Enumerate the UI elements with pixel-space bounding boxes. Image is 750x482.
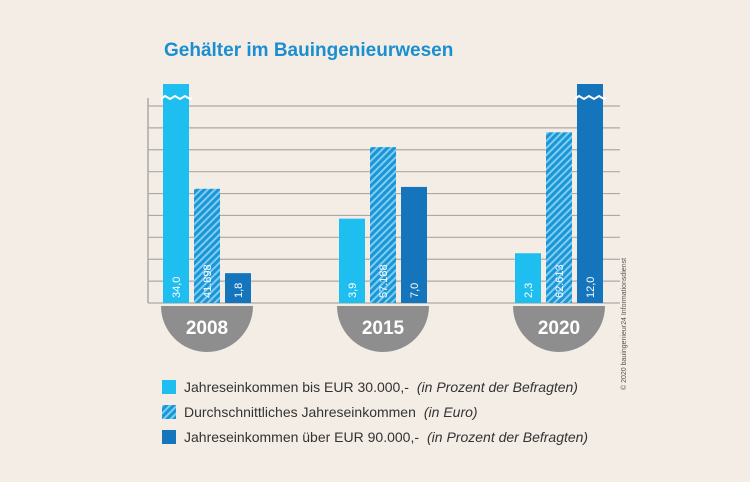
bar-value-label: 3,9: [347, 283, 359, 298]
chart-title: Gehälter im Bauingenieurwesen: [164, 40, 454, 61]
legend-swatch-solid-dark: [162, 429, 176, 444]
legend-swatch-solid-light: [162, 379, 176, 394]
legend-note: (in Prozent der Befragten): [427, 428, 589, 445]
bar-2015-series-1: [339, 218, 365, 303]
bar-2020-series-2: [546, 132, 572, 303]
legend-label: Jahreseinkommen bis EUR 30.000,-: [184, 378, 409, 395]
bar-value-label: 62.613: [554, 264, 566, 298]
bar-value-label: 1,8: [233, 283, 245, 298]
bar-2015-series-2: [370, 147, 396, 303]
bar-value-label: 41.898: [202, 264, 214, 298]
bar-value-label: 2,3: [523, 283, 535, 298]
legend-note: (in Euro): [423, 403, 478, 420]
legend-item-average-income: Durchschnittliches Jahreseinkommen (in E…: [162, 403, 588, 420]
axis-break-mark: [574, 94, 607, 101]
year-badge-2008: 2008: [161, 306, 253, 352]
bar-2008-series-1: [163, 84, 189, 303]
year-label: 2008: [186, 318, 228, 339]
year-badge-shape: [161, 306, 253, 352]
bar-2008-series-2: [194, 188, 220, 303]
legend-item-low-income: Jahreseinkommen bis EUR 30.000,- (in Pro…: [162, 378, 588, 395]
bar-value-label: 7,0: [409, 283, 421, 298]
axis-break-mark: [160, 94, 193, 101]
legend-label: Jahreseinkommen über EUR 90.000,-: [184, 428, 420, 445]
bar-value-label: 12,0: [585, 277, 597, 298]
bar-2008-series-3: [225, 273, 251, 303]
legend-item-high-income: Jahreseinkommen über EUR 90.000,- (in Pr…: [162, 428, 588, 445]
legend-label: Durchschnittliches Jahreseinkommen: [184, 403, 416, 420]
year-badge-shape: [337, 306, 429, 352]
credit-text: © 2020 bauingenieur24 Informationsdienst: [621, 257, 628, 390]
bar-2020-series-3: [577, 84, 603, 303]
year-badge-shape: [513, 306, 605, 352]
bar-2020-series-1: [515, 253, 541, 303]
bar-2015-series-3: [401, 186, 427, 303]
legend-swatch-hatched: [162, 404, 176, 419]
year-badge-2015: 2015: [337, 306, 429, 352]
year-badge-2020: 2020: [513, 306, 605, 352]
legend: Jahreseinkommen bis EUR 30.000,- (in Pro…: [162, 378, 588, 453]
bar-value-label: 57.188: [378, 264, 390, 298]
year-label: 2015: [362, 318, 405, 339]
legend-note: (in Prozent der Befragten): [416, 378, 578, 395]
bar-value-label: 34,0: [171, 277, 183, 298]
year-label: 2020: [538, 318, 580, 339]
